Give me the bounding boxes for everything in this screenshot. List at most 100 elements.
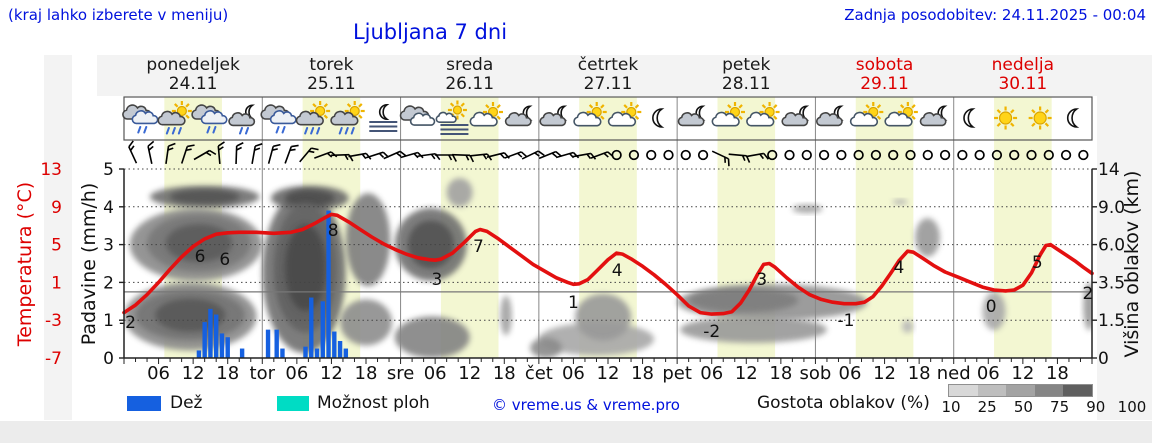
- wind-calm-icon: [1009, 149, 1020, 161]
- copyright-link[interactable]: © vreme.us & vreme.pro: [492, 396, 680, 414]
- cloud-blob-core: [155, 298, 226, 332]
- cloud-blob: [575, 293, 632, 341]
- rain-bar: [320, 301, 325, 358]
- rain-drop: [245, 127, 249, 135]
- cloud-blob: [915, 218, 940, 257]
- cloud-density-gradient-segment: [977, 385, 1007, 396]
- cloud-density-tick-label: 50: [1013, 398, 1033, 416]
- rain-bar: [280, 348, 285, 358]
- precipitation-tick-label: 0: [103, 349, 114, 369]
- rain-bar: [343, 348, 349, 358]
- wind-barb-icon: [235, 142, 244, 165]
- cloud-shape: [884, 111, 913, 127]
- time-tick-label: 06: [285, 363, 308, 384]
- time-tick-label: 06: [977, 363, 1000, 384]
- cloud-blob: [394, 316, 470, 358]
- time-tick-label: 18: [908, 363, 931, 384]
- cloud-shape: [228, 112, 256, 127]
- rain-drop: [344, 127, 349, 135]
- sun-ray: [1031, 122, 1036, 127]
- sun-ray: [634, 115, 640, 120]
- rain-drop: [281, 126, 286, 134]
- rain-bar: [337, 340, 343, 358]
- weather-icon-moon: [1066, 108, 1080, 128]
- day-date: 30.11: [998, 74, 1048, 94]
- cloud-shape: [816, 112, 843, 127]
- left-axis-strip: [44, 55, 72, 420]
- cloud-shape: [330, 110, 359, 126]
- cloud-blob-core: [284, 189, 335, 207]
- sun-ray: [761, 104, 767, 109]
- rain-bar: [225, 337, 230, 358]
- sun-ray: [727, 104, 732, 109]
- wind-calm-icon: [767, 149, 778, 161]
- cloud-blob: [500, 295, 512, 336]
- temperature-value-label: 3: [756, 270, 767, 290]
- wind-barb-icon: [745, 152, 769, 160]
- wind-calm-icon: [991, 149, 1003, 161]
- rain-bar: [202, 322, 207, 358]
- wind-calm-icon: [922, 149, 933, 161]
- cloud-density-gradient: [948, 384, 1093, 397]
- temperature-value-label: 7: [473, 237, 484, 257]
- wind-calm-icon: [611, 149, 622, 161]
- wind-barb-icon: [504, 151, 528, 159]
- sun-ray: [876, 104, 882, 109]
- day-header-petek: petek 28.11: [677, 56, 815, 96]
- rain-legend-swatch: [127, 396, 161, 411]
- weather-icon-moon: [652, 108, 665, 128]
- rain-drop: [304, 127, 309, 135]
- sun-ray: [1044, 122, 1050, 127]
- sun-ray: [312, 103, 317, 108]
- cloud-blob: [1083, 282, 1092, 331]
- cloud-shape: [849, 111, 879, 127]
- time-tick-label: 12: [458, 363, 481, 384]
- day-name: torek: [309, 55, 354, 75]
- rain-drop: [310, 127, 315, 135]
- wind-calm-icon: [905, 149, 916, 161]
- wind-barb-icon: [128, 140, 138, 164]
- wind-calm-icon: [1026, 149, 1037, 161]
- rain-drop: [338, 127, 343, 135]
- sun-ray: [174, 103, 179, 108]
- sun-ray: [773, 104, 778, 109]
- sun-ray: [588, 104, 594, 109]
- rain-drop: [137, 126, 142, 134]
- precipitation-tick-label: 3: [103, 236, 114, 256]
- day-abbrev-label: sre: [387, 363, 414, 384]
- wind-calm-icon: [663, 149, 674, 161]
- cloud-density-gradient-segment: [1034, 385, 1064, 396]
- cloud-shape: [781, 112, 809, 127]
- time-tick-label: 18: [1046, 363, 1069, 384]
- cloud-blob: [340, 299, 392, 346]
- sun-ray: [460, 102, 465, 107]
- time-tick-label: 18: [216, 363, 239, 384]
- wind-calm-icon: [888, 149, 899, 161]
- wind-barb-icon: [217, 141, 225, 165]
- time-tick-label: 18: [631, 363, 654, 384]
- page-title: Ljubljana 7 dni: [352, 20, 508, 44]
- cloud-shape: [919, 112, 947, 127]
- sun-ray: [865, 104, 870, 109]
- cloud-density-tick-label: 10: [941, 398, 961, 416]
- time-tick-label: 12: [735, 363, 758, 384]
- wind-calm-icon: [853, 149, 864, 161]
- wind-calm-icon: [1043, 149, 1054, 161]
- temperature-curve: [122, 212, 1094, 316]
- day-date: 24.11: [168, 74, 218, 94]
- cloud-density-tick-label: 25: [977, 398, 997, 416]
- time-tick-label: 18: [769, 363, 792, 384]
- sun-ray: [496, 104, 501, 109]
- cloud-shape: [435, 111, 457, 124]
- cloud-shape: [607, 111, 637, 127]
- wind-barb-icon: [180, 144, 195, 164]
- temperature-value-label: 8: [328, 221, 339, 241]
- weather-icon-moon-cloud: [919, 105, 948, 127]
- time-tick-label: 18: [493, 363, 516, 384]
- sun-ray: [911, 104, 916, 109]
- precipitation-tick-label: 5: [103, 160, 114, 180]
- wind-barb-icon: [573, 152, 597, 160]
- cloud-height-tick-label: 9.0: [1098, 198, 1125, 218]
